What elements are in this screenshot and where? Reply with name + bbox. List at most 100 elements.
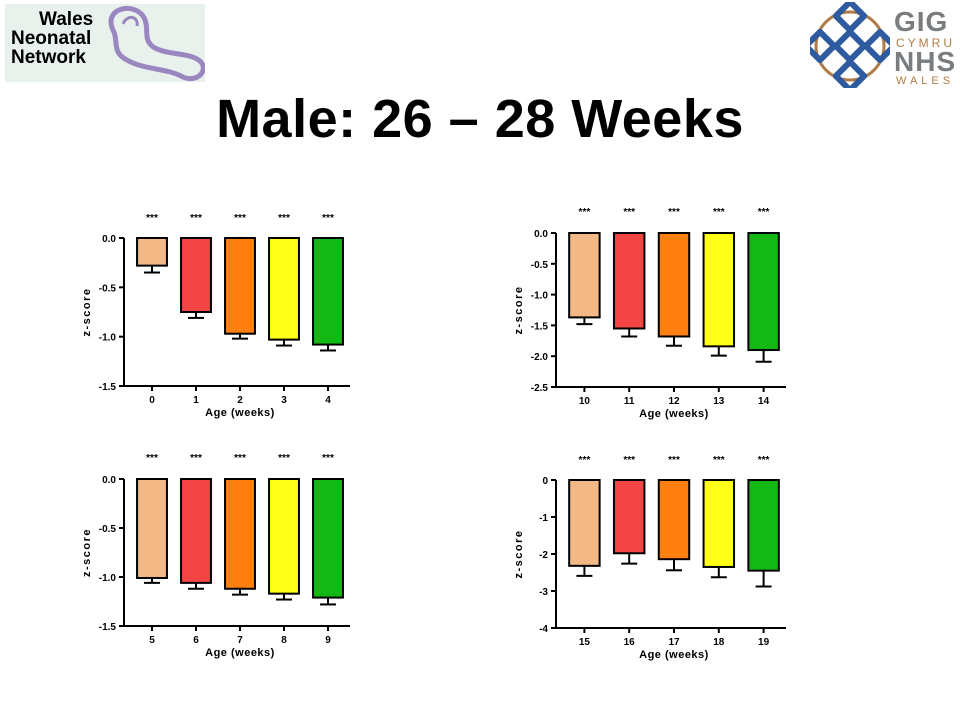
x-tick-label: 16 [624,637,636,648]
bar-11 [612,232,646,330]
logo-line-wales: Wales [39,9,94,30]
x-axis-label: Age (weeks) [639,649,709,661]
bar-3 [268,237,300,341]
bar-9 [312,478,344,599]
bar-4 [312,237,344,346]
significance-label: *** [579,455,591,466]
bar-10 [568,232,601,319]
bar-2 [224,237,256,335]
significance-label: *** [668,207,680,218]
significance-label: *** [623,455,635,466]
significance-label: *** [713,455,725,466]
y-tick-label: -1.0 [99,573,117,584]
y-tick-label: 0.0 [102,475,116,486]
y-axis-label: z-score [81,287,93,336]
significance-label: *** [623,207,635,218]
bar-19 [747,479,780,572]
y-tick-label: -1.0 [531,291,549,302]
slide-title: Male: 26 – 28 Weeks [216,89,744,149]
y-tick-label: -1.5 [99,622,117,633]
baby-swirl-icon [108,6,205,82]
y-tick-label: -1 [539,513,548,524]
bar-13 [702,232,736,348]
significance-label: *** [322,213,334,224]
logo-wales: WALES [896,75,955,87]
y-tick-label: -3 [539,587,548,598]
bar-16 [612,479,646,555]
significance-label: *** [234,453,246,464]
x-tick-label: 2 [237,395,243,406]
x-tick-label: 18 [713,637,725,648]
bar-1 [180,237,212,313]
significance-label: *** [322,453,334,464]
y-axis-label: z-score [513,529,525,578]
wales-neonatal-network-logo: Wales Neonatal Network [5,4,205,82]
bar-0 [136,237,168,267]
bar-18 [702,479,736,568]
x-tick-label: 11 [624,396,635,407]
y-axis-label: z-score [81,528,93,577]
x-tick-label: 9 [325,635,331,646]
x-tick-label: 3 [281,395,287,406]
y-tick-label: 0 [542,476,548,487]
x-tick-label: 13 [713,396,725,407]
y-tick-label: -4 [539,624,548,635]
bar-5 [136,478,168,579]
logo-nhs: NHS [894,46,957,77]
bar-7 [224,478,256,590]
bar-6 [180,478,212,584]
significance-label: *** [190,453,202,464]
celtic-knot-icon [810,2,890,88]
significance-label: *** [668,455,680,466]
significance-label: *** [758,455,770,466]
x-tick-label: 17 [668,637,680,648]
x-axis-label: Age (weeks) [205,407,275,419]
significance-label: *** [146,213,158,224]
significance-label: *** [278,213,290,224]
y-tick-label: -0.5 [99,283,117,294]
x-axis-label: Age (weeks) [639,408,709,420]
y-axis-label: z-score [513,285,525,334]
y-tick-label: -1.0 [99,333,117,344]
significance-label: *** [579,207,591,218]
x-tick-label: 14 [758,396,770,407]
logo-line-neonatal: Neonatal [11,28,92,49]
x-tick-label: 4 [325,395,331,406]
y-tick-label: -1.5 [531,321,549,332]
x-tick-label: 5 [149,635,155,646]
x-tick-label: 15 [579,637,591,648]
x-tick-label: 0 [149,395,155,406]
significance-label: *** [713,207,725,218]
y-tick-label: -2.5 [531,383,549,394]
x-tick-label: 10 [579,396,591,407]
bar-12 [657,232,691,338]
logo-cymru: CYMRU [896,36,955,50]
x-tick-label: 6 [193,635,199,646]
significance-label: *** [190,213,202,224]
y-tick-label: 0.0 [102,234,116,245]
y-tick-label: -2.0 [531,352,549,363]
significance-label: *** [146,453,158,464]
significance-label: *** [278,453,290,464]
significance-label: *** [758,207,770,218]
x-tick-label: 7 [237,635,243,646]
x-axis-label: Age (weeks) [205,647,275,659]
significance-label: *** [234,213,246,224]
x-tick-label: 19 [758,637,770,648]
bar-17 [657,479,691,561]
bar-8 [268,478,300,595]
y-tick-label: 0.0 [534,229,548,240]
y-tick-label: -0.5 [531,260,549,271]
y-tick-label: -2 [539,550,548,561]
logo-line-network: Network [11,47,86,68]
x-tick-label: 8 [281,635,287,646]
logo-gig: GIG [894,6,949,37]
x-tick-label: 12 [668,396,680,407]
gig-cymru-nhs-wales-logo: GIG CYMRU NHS WALES [810,2,955,88]
y-tick-label: -1.5 [99,382,117,393]
bar-15 [568,479,601,567]
